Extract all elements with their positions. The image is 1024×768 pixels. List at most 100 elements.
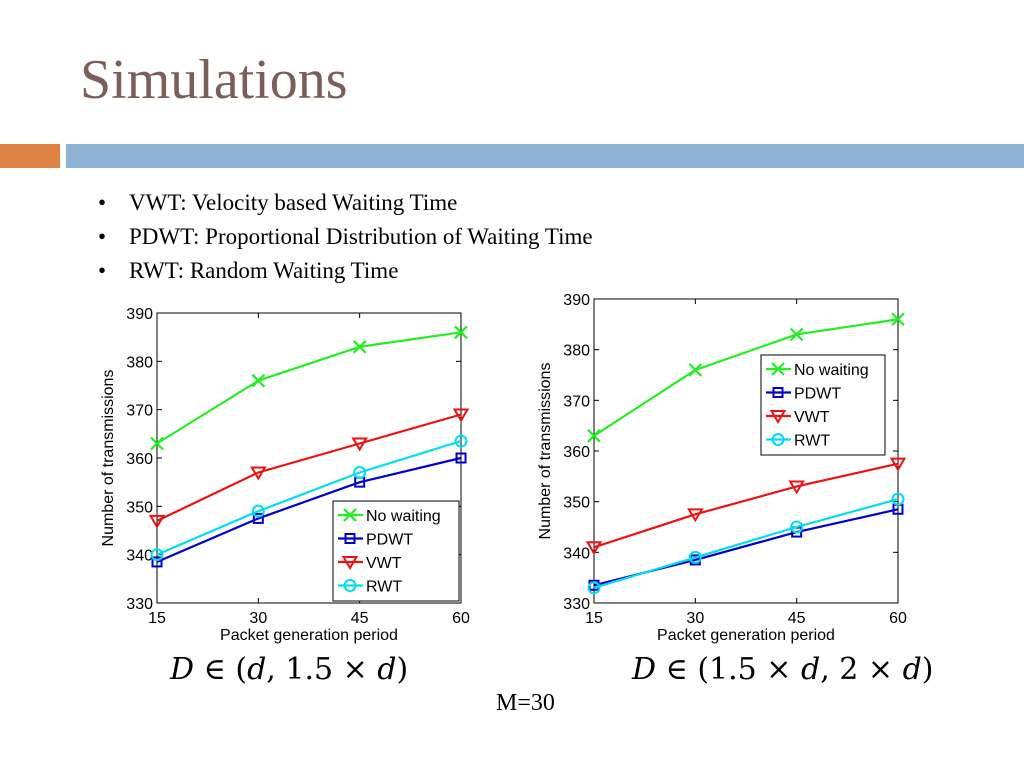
- x-marker: [150, 436, 164, 451]
- x-tick-label: 30: [686, 610, 704, 627]
- caption-text: , 2 ×: [820, 652, 903, 687]
- series-line: [593, 498, 899, 589]
- bullet-text: RWT: Random Waiting Time: [129, 258, 399, 283]
- x-tick-label: 60: [452, 610, 470, 627]
- square-marker: [772, 387, 784, 398]
- marker-stroke: [251, 373, 266, 388]
- triangle-marker: [687, 508, 704, 523]
- caption-symbol: d: [247, 652, 267, 687]
- bullet-text: VWT: Velocity based Waiting Time: [129, 190, 458, 215]
- circle-marker: [150, 548, 164, 562]
- y-axis-label: Number of transmissions: [100, 370, 117, 547]
- caption-text: ∈ (1.5 ×: [665, 652, 801, 687]
- bullet-list: • VWT: Velocity based Waiting Time • PDW…: [98, 186, 593, 288]
- y-tick-label: 380: [126, 354, 153, 371]
- legend-label: PDWT: [794, 386, 841, 403]
- caption-symbol: D: [170, 652, 195, 687]
- legend: No waiting PDWT VWT RWT: [760, 354, 886, 456]
- circle-marker: [353, 466, 367, 479]
- x-marker: [891, 312, 905, 327]
- triangle-marker: [341, 556, 359, 570]
- series-line: [156, 456, 462, 563]
- marker-stroke: [454, 325, 468, 340]
- x-tick-label: 45: [788, 610, 806, 627]
- caption-symbol: D: [632, 652, 657, 687]
- caption-text: ): [396, 652, 409, 687]
- square-marker: [344, 533, 356, 544]
- square-marker: [252, 512, 264, 524]
- circle-marker: [251, 504, 265, 518]
- triangle-marker: [351, 437, 368, 452]
- y-tick-label: 340: [126, 548, 153, 565]
- legend-label: VWT: [794, 409, 830, 426]
- bullet-item: • RWT: Random Waiting Time: [98, 254, 593, 288]
- series-no-waiting: [150, 325, 468, 451]
- triangle-marker: [889, 457, 907, 472]
- accent-bar-orange: [0, 144, 60, 168]
- caption-text: ): [921, 652, 934, 687]
- triangle-marker: [788, 480, 805, 495]
- legend: No waiting PDWT VWT RWT: [332, 500, 460, 602]
- y-tick-label: 370: [563, 393, 590, 410]
- series-line: [156, 413, 462, 522]
- marker-stroke: [150, 436, 164, 451]
- x-marker: [343, 508, 357, 522]
- circle-marker: [771, 433, 785, 446]
- triangle-marker: [452, 408, 470, 423]
- footer-label: M=30: [496, 690, 555, 716]
- y-axis-label: Number of transmissions: [537, 363, 554, 540]
- legend-label: PDWT: [366, 532, 413, 549]
- plot-area: 330 340 350 360 370 380 390 15 30 45 60 Packet gene…: [100, 306, 470, 644]
- y-tick-label: 350: [563, 495, 590, 512]
- series-vwt: [585, 457, 907, 556]
- legend-label: VWT: [366, 555, 402, 572]
- x-tick-label: 45: [351, 610, 369, 627]
- caption-text: , 1.5 ×: [266, 652, 378, 687]
- caption-text: ∈ (: [203, 652, 248, 687]
- series-line: [156, 331, 462, 445]
- x-marker: [352, 340, 367, 354]
- x-tick-label: 60: [889, 610, 907, 627]
- square-marker: [151, 556, 163, 568]
- bullet-dot: •: [98, 190, 107, 215]
- circle-marker: [688, 550, 702, 564]
- marker-stroke: [891, 312, 905, 327]
- marker-stroke: [771, 362, 785, 376]
- y-tick-label: 330: [563, 596, 590, 613]
- circle-marker: [891, 492, 905, 506]
- circle-marker: [587, 581, 601, 595]
- y-tick-label: 390: [126, 306, 153, 323]
- series-line: [593, 462, 899, 549]
- triangle-marker: [769, 410, 787, 424]
- caption-symbol: d: [902, 652, 922, 687]
- slide-title: Simulations: [80, 49, 348, 111]
- y-tick-label: 360: [126, 451, 153, 468]
- marker-stroke: [688, 363, 703, 377]
- triangle-marker: [148, 514, 166, 529]
- x-marker: [587, 429, 601, 443]
- x-tick-label: 30: [249, 610, 267, 627]
- x-axis-label: Packet generation period: [220, 627, 398, 644]
- legend-label: No waiting: [366, 508, 441, 525]
- right-chart-caption: D ∈ (1.5 × d, 2 × d): [632, 652, 934, 687]
- y-tick-label: 330: [126, 596, 153, 613]
- circle-marker: [790, 520, 804, 534]
- y-tick-label: 390: [563, 292, 590, 309]
- circle-marker: [343, 579, 357, 592]
- circle-marker: [454, 434, 468, 448]
- legend-label: No waiting: [794, 362, 869, 379]
- bullet-text: PDWT: Proportional Distribution of Waiti…: [129, 224, 593, 249]
- legend-label: RWT: [366, 579, 402, 596]
- x-marker: [688, 363, 703, 377]
- bullet-item: • VWT: Velocity based Waiting Time: [98, 186, 593, 220]
- legend-label: RWT: [794, 433, 830, 450]
- bullet-item: • PDWT: Proportional Distribution of Wai…: [98, 220, 593, 254]
- series-line: [593, 318, 899, 437]
- series-pdwt: [151, 452, 467, 568]
- marker-stroke: [789, 327, 804, 342]
- x-tick-label: 15: [585, 610, 603, 627]
- series-rwt: [587, 492, 905, 595]
- series-vwt: [148, 408, 470, 529]
